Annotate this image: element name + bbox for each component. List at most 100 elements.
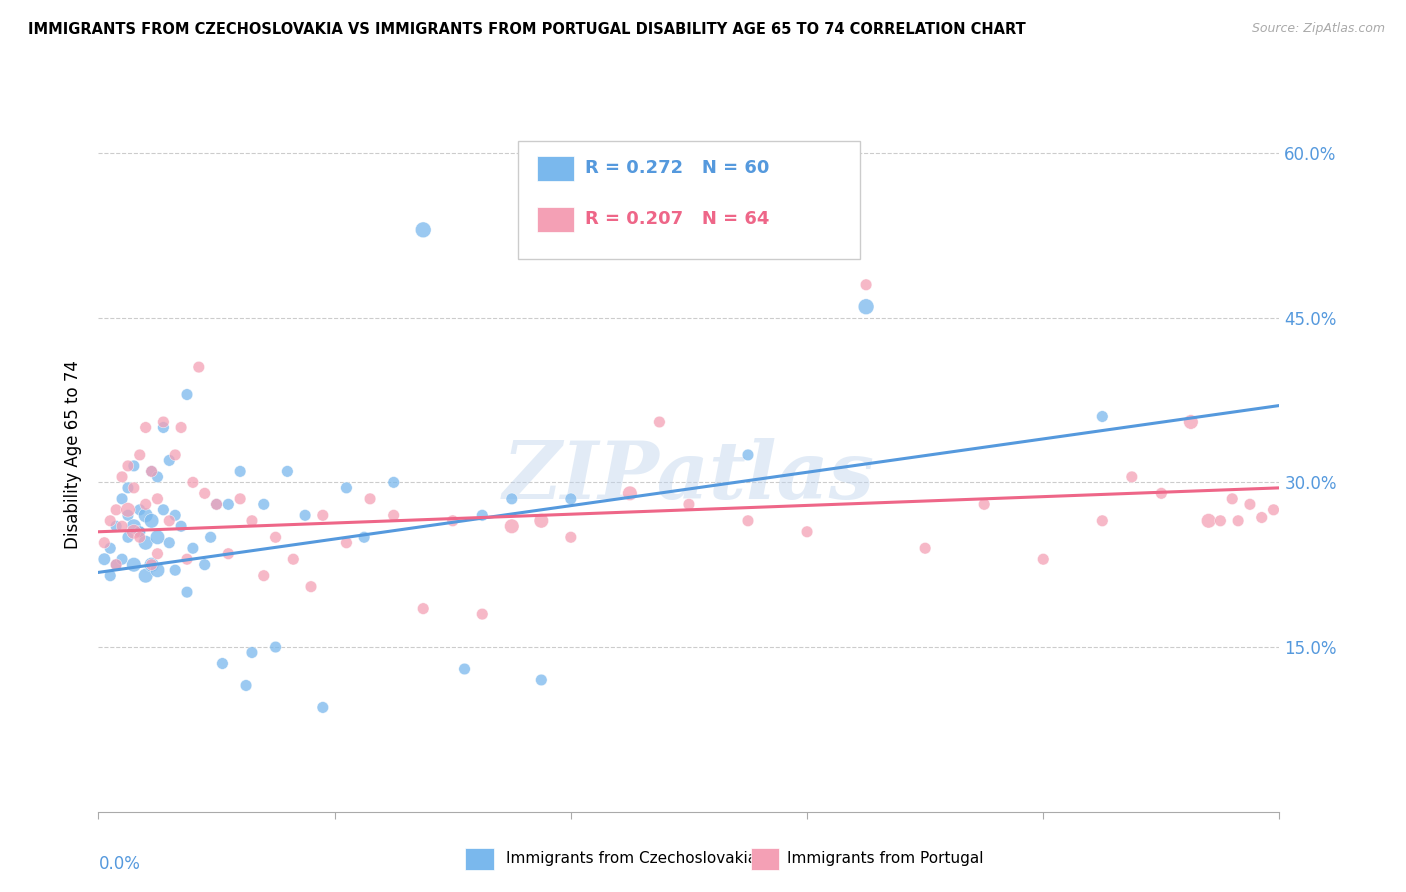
Point (453, 662, 475, 676)
Point (283, 552, 305, 566)
Point (105, 558, 128, 572)
Text: R = 0.207   N = 64: R = 0.207 N = 64 (585, 211, 769, 228)
Text: Immigrants from Portugal: Immigrants from Portugal (787, 851, 984, 865)
Point (122, 558, 145, 572)
Point (1250, 510, 1272, 524)
Point (105, 519, 128, 533)
Point (157, 453, 180, 467)
Point (471, 607, 494, 621)
FancyBboxPatch shape (517, 141, 860, 259)
Point (176, 387, 198, 401)
Point (501, 519, 523, 533)
Point (299, 580, 322, 594)
Point (312, 700, 335, 714)
Point (229, 464, 252, 478)
Point (93, 552, 115, 566)
Point (117, 503, 139, 517)
Point (530, 673, 553, 687)
Point (1150, 486, 1173, 500)
Point (235, 678, 257, 692)
Point (240, 514, 263, 528)
Point (181, 475, 204, 490)
Text: ZIPatlas: ZIPatlas (503, 438, 875, 515)
Point (211, 657, 233, 671)
Point (141, 514, 163, 528)
Point (141, 464, 163, 478)
Point (412, 601, 434, 615)
Point (1198, 514, 1220, 528)
Point (122, 481, 145, 495)
Point (294, 508, 316, 523)
Point (157, 535, 180, 549)
Point (253, 568, 276, 582)
Point (1091, 409, 1114, 424)
Point (335, 535, 357, 549)
Point (1121, 470, 1143, 484)
Point (412, 223, 434, 237)
Point (135, 497, 157, 511)
Point (135, 535, 157, 549)
Point (93, 535, 115, 549)
Point (1180, 415, 1202, 429)
Text: R = 0.272   N = 60: R = 0.272 N = 60 (585, 159, 769, 177)
Point (135, 568, 157, 582)
Point (157, 514, 180, 528)
Point (122, 458, 145, 473)
Point (128, 524, 150, 539)
Point (152, 503, 174, 517)
FancyBboxPatch shape (537, 156, 575, 181)
Point (678, 497, 700, 511)
Point (441, 514, 464, 528)
Point (128, 503, 150, 517)
Point (146, 470, 169, 484)
Point (176, 585, 198, 599)
Point (1091, 514, 1114, 528)
Point (170, 420, 193, 434)
Point (128, 448, 150, 462)
Point (312, 508, 335, 523)
Point (471, 508, 494, 523)
Point (105, 503, 128, 517)
Point (382, 508, 405, 523)
Point (560, 491, 582, 506)
Point (205, 497, 228, 511)
Point (165, 563, 187, 577)
Point (152, 420, 174, 434)
Text: IMMIGRANTS FROM CZECHOSLOVAKIA VS IMMIGRANTS FROM PORTUGAL DISABILITY AGE 65 TO : IMMIGRANTS FROM CZECHOSLOVAKIA VS IMMIGR… (28, 22, 1026, 37)
Point (111, 552, 134, 566)
Point (276, 464, 298, 478)
Point (648, 415, 671, 429)
Point (181, 541, 204, 556)
Point (229, 491, 252, 506)
Point (141, 558, 163, 572)
Point (111, 470, 134, 484)
Text: Immigrants from Czechoslovakia: Immigrants from Czechoslovakia (506, 851, 758, 865)
Point (264, 640, 287, 654)
Point (855, 300, 877, 314)
Point (194, 486, 217, 500)
Point (914, 541, 936, 556)
Point (128, 524, 150, 539)
Point (382, 475, 405, 490)
Point (796, 524, 818, 539)
Point (146, 530, 169, 544)
Point (117, 481, 139, 495)
Point (187, 360, 209, 375)
Point (122, 524, 145, 539)
Point (200, 530, 222, 544)
Point (117, 508, 139, 523)
Point (146, 547, 169, 561)
Point (170, 519, 193, 533)
Point (146, 491, 169, 506)
Point (165, 508, 187, 523)
Point (737, 448, 759, 462)
Point (111, 519, 134, 533)
Point (359, 491, 381, 506)
Point (1032, 552, 1054, 566)
Point (205, 497, 228, 511)
Point (501, 491, 523, 506)
Point (146, 563, 169, 577)
Text: 0.0%: 0.0% (98, 855, 141, 872)
Point (1263, 503, 1285, 517)
Point (1220, 491, 1243, 506)
